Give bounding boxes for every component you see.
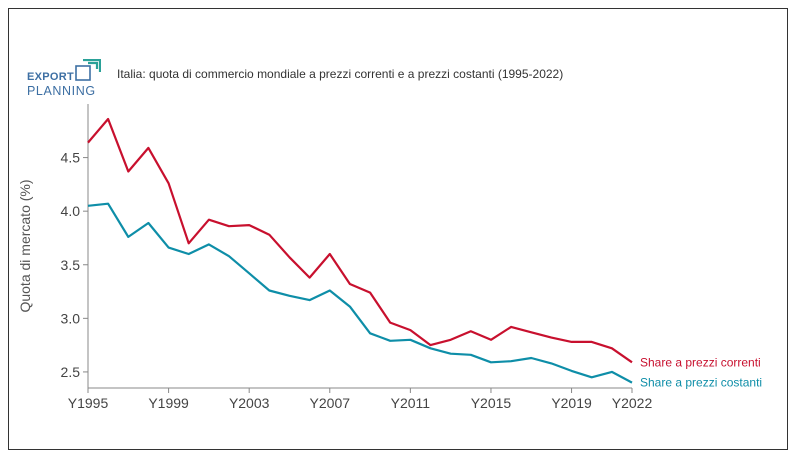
axes: 2.5 3.0 3.5 4.0 4.5 Y1995 Y1999 Y2003 Y2007 Y2011… <box>61 104 653 411</box>
y-tick-label: 3.5 <box>61 257 81 273</box>
x-tick-label: Y1999 <box>148 395 189 411</box>
y-tick-label: 4.0 <box>61 203 81 219</box>
x-tick-label: Y2022 <box>612 395 653 411</box>
series-label-1: Share a prezzi correnti <box>640 355 761 369</box>
series-line-2 <box>87 202 633 384</box>
x-tick-label: Y2003 <box>229 395 270 411</box>
x-tick-label: Y2019 <box>551 395 592 411</box>
logo-mark-icon <box>75 59 101 81</box>
series-lines <box>87 117 633 384</box>
x-tick-label: Y2007 <box>310 395 351 411</box>
y-tick-label: 4.5 <box>61 150 81 166</box>
series-line-1 <box>87 117 633 364</box>
x-tick-label: Y2015 <box>471 395 512 411</box>
y-tick-label: 2.5 <box>61 364 81 380</box>
y-axis-label: Quota di mercato (%) <box>17 179 33 312</box>
series-labels: Share a prezzi correnti Share a prezzi co… <box>640 355 762 389</box>
export-planning-logo: EXPORT PLANNING <box>27 57 107 101</box>
x-tick-label: Y2011 <box>391 395 431 411</box>
series-label-2: Share a prezzi costanti <box>640 376 762 390</box>
logo-top-text: EXPORT <box>27 71 75 83</box>
y-tick-label: 3.0 <box>61 310 81 326</box>
x-tick-label: Y1995 <box>68 395 109 411</box>
chart-title: Italia: quota di commercio mondiale a pr… <box>117 67 564 81</box>
logo-bottom-text: PLANNING <box>27 84 96 98</box>
